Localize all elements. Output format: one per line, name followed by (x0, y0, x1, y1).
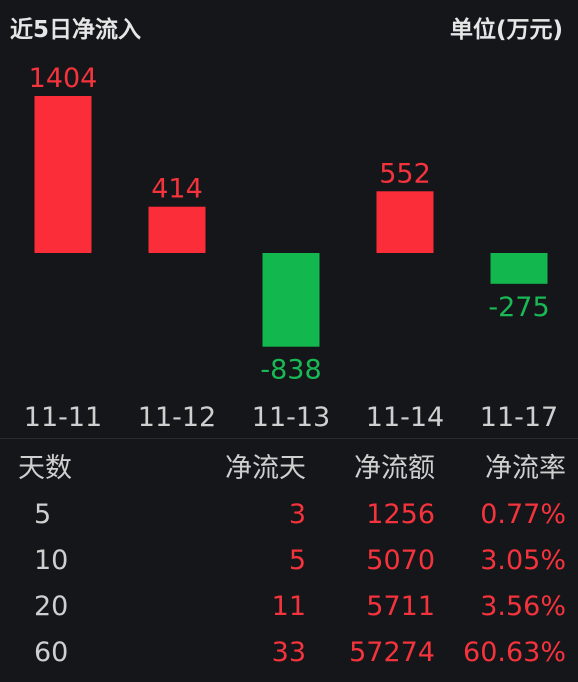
data-label-11-14: 552 (379, 158, 431, 189)
table-row: 20 11 5711 3.56% (0, 584, 578, 630)
row-days: 10 (34, 545, 69, 576)
table-row: 5 3 1256 0.77% (0, 492, 578, 538)
flow-summary-table: 天数 净流天 净流额 净流率 5 3 1256 0.77% 10 5 5070 … (0, 446, 578, 676)
table-row: 60 33 57274 60.63% (0, 630, 578, 676)
chart-title: 近5日净流入 (10, 17, 142, 43)
data-label-11-12: 414 (151, 174, 203, 205)
table-row: 10 5 5070 3.05% (0, 538, 578, 584)
header-amount: 净流额 (354, 453, 435, 484)
row-amount: 5070 (366, 545, 435, 576)
row-rate: 0.77% (480, 499, 566, 530)
row-netdays: 33 (271, 637, 306, 668)
row-netdays: 5 (288, 545, 306, 576)
chart-header: 近5日净流入 单位(万元) (0, 0, 578, 48)
data-label-11-11: 1404 (29, 63, 98, 94)
bar-11-11 (34, 96, 92, 253)
row-days: 20 (34, 591, 69, 622)
table-header-row: 天数 净流天 净流额 净流率 (0, 446, 578, 492)
row-amount: 57274 (349, 637, 435, 668)
x-tick-label-11-17: 11-17 (480, 402, 558, 433)
row-amount: 5711 (366, 591, 435, 622)
row-days: 5 (34, 499, 52, 530)
x-tick-label-11-13: 11-13 (252, 402, 330, 433)
bar-11-13 (262, 253, 320, 347)
table-body: 5 3 1256 0.77% 10 5 5070 3.05% 20 11 571… (0, 492, 578, 676)
row-amount: 1256 (366, 499, 435, 530)
row-rate: 3.05% (480, 545, 566, 576)
row-rate: 3.56% (480, 591, 566, 622)
data-label-11-17: -275 (488, 292, 549, 323)
header-rate: 净流率 (485, 453, 566, 484)
row-netdays: 11 (271, 591, 306, 622)
header-days: 天数 (18, 453, 72, 484)
x-tick-label-11-14: 11-14 (366, 402, 444, 433)
x-tick-label-11-12: 11-12 (138, 402, 216, 433)
net-inflow-chart: 1404 11-11 414 11-12 -838 11-13 552 11-14 -275 11… (0, 48, 578, 438)
bar-11-12 (148, 206, 206, 253)
bar-11-14 (376, 191, 434, 253)
row-netdays: 3 (288, 499, 306, 530)
row-rate: 60.63% (463, 637, 566, 668)
bar-11-17 (490, 253, 548, 284)
header-netdays: 净流天 (225, 453, 306, 484)
bar-chart-svg: 1404 11-11 414 11-12 -838 11-13 552 11-14 -275 11… (24, 63, 558, 433)
section-divider (0, 438, 578, 439)
unit-label: 单位(万元) (449, 17, 563, 43)
x-tick-label-11-11: 11-11 (24, 402, 102, 433)
row-days: 60 (34, 637, 69, 668)
data-label-11-13: -838 (260, 355, 321, 386)
